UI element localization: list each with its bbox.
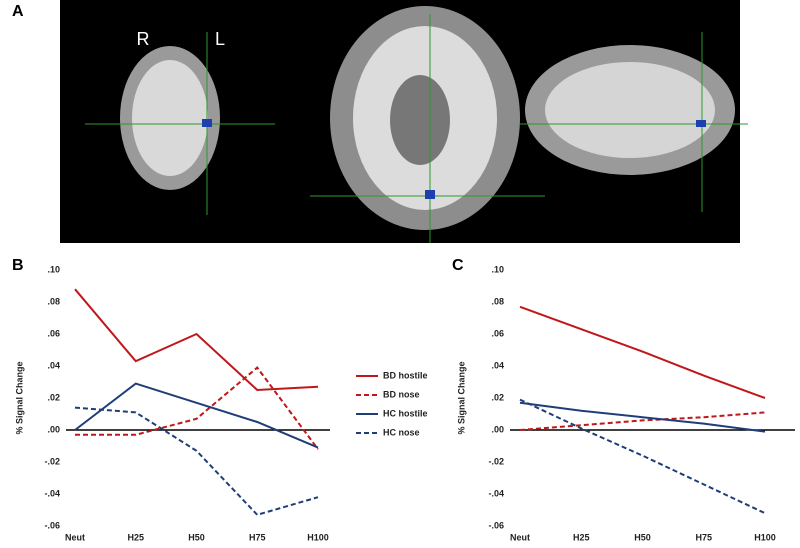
x-tick-label: Neut <box>510 532 530 542</box>
y-tick-label: .06 <box>47 328 60 338</box>
hemisphere-label: R <box>137 29 150 49</box>
legend-label: BD hostile <box>383 370 428 380</box>
legend-label: HC nose <box>383 427 420 437</box>
y-tick-label: .08 <box>47 296 60 306</box>
x-tick-label: H25 <box>573 532 590 542</box>
y-tick-label: .02 <box>47 392 60 402</box>
y-tick-label: .08 <box>491 296 504 306</box>
series-line <box>519 398 766 515</box>
x-tick-label: H100 <box>307 532 329 542</box>
series-line <box>75 366 319 450</box>
y-tick-label: -.04 <box>44 488 60 498</box>
y-tick-label: .00 <box>47 424 60 434</box>
series-line <box>519 411 766 431</box>
panel-label: B <box>12 257 24 274</box>
y-tick-label: .04 <box>47 360 60 370</box>
y-tick-label: .06 <box>491 328 504 338</box>
y-tick-label: -.02 <box>44 456 60 466</box>
series-line <box>74 382 319 449</box>
y-tick-label: -.02 <box>488 456 504 466</box>
x-tick-label: H25 <box>127 532 144 542</box>
series-line <box>74 288 319 392</box>
series-line <box>74 406 319 516</box>
y-tick-label: .10 <box>47 264 60 274</box>
y-axis-label: % Signal Change <box>456 361 466 434</box>
y-tick-label: -.04 <box>488 488 504 498</box>
series-line <box>519 305 766 399</box>
x-tick-label: H50 <box>634 532 651 542</box>
hemisphere-label: L <box>215 29 225 49</box>
y-tick-label: -.06 <box>44 520 60 530</box>
y-tick-label: .10 <box>491 264 504 274</box>
y-tick-label: .04 <box>491 360 504 370</box>
legend-label: HC hostile <box>383 408 428 418</box>
y-tick-label: .00 <box>491 424 504 434</box>
x-tick-label: Neut <box>65 532 85 542</box>
series-line <box>519 401 766 433</box>
x-tick-label: H75 <box>695 532 712 542</box>
y-axis-label: % Signal Change <box>14 361 24 434</box>
legend-label: BD nose <box>383 389 420 399</box>
brain-images <box>60 0 748 243</box>
panel-label: C <box>452 257 464 274</box>
y-tick-label: -.06 <box>488 520 504 530</box>
panel-label: A <box>12 3 24 20</box>
x-tick-label: H100 <box>754 532 776 542</box>
x-tick-label: H75 <box>249 532 266 542</box>
x-tick-label: H50 <box>188 532 205 542</box>
y-tick-label: .02 <box>491 392 504 402</box>
